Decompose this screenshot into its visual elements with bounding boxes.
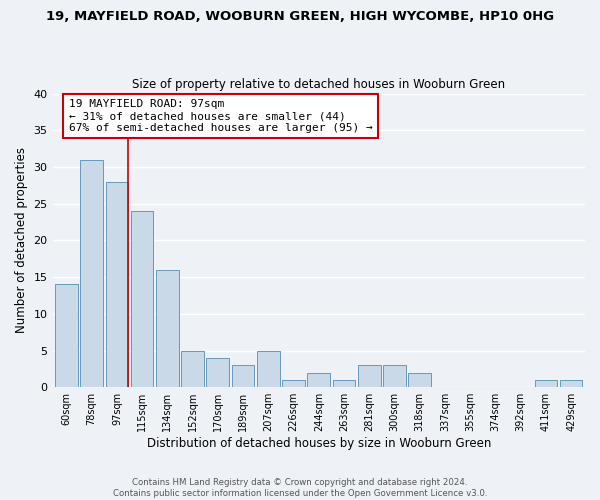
Bar: [181, 350, 204, 387]
Bar: [131, 211, 154, 387]
Bar: [80, 160, 103, 387]
Bar: [257, 350, 280, 387]
Bar: [206, 358, 229, 387]
Text: 19 MAYFIELD ROAD: 97sqm
← 31% of detached houses are smaller (44)
67% of semi-de: 19 MAYFIELD ROAD: 97sqm ← 31% of detache…: [68, 100, 372, 132]
Bar: [232, 365, 254, 387]
Bar: [332, 380, 355, 387]
Bar: [560, 380, 583, 387]
Y-axis label: Number of detached properties: Number of detached properties: [15, 148, 28, 334]
Text: 19, MAYFIELD ROAD, WOOBURN GREEN, HIGH WYCOMBE, HP10 0HG: 19, MAYFIELD ROAD, WOOBURN GREEN, HIGH W…: [46, 10, 554, 23]
Bar: [409, 372, 431, 387]
Bar: [535, 380, 557, 387]
Bar: [55, 284, 78, 387]
Text: Contains HM Land Registry data © Crown copyright and database right 2024.
Contai: Contains HM Land Registry data © Crown c…: [113, 478, 487, 498]
Bar: [156, 270, 179, 387]
Bar: [282, 380, 305, 387]
X-axis label: Distribution of detached houses by size in Wooburn Green: Distribution of detached houses by size …: [146, 437, 491, 450]
Bar: [358, 365, 380, 387]
Bar: [106, 182, 128, 387]
Title: Size of property relative to detached houses in Wooburn Green: Size of property relative to detached ho…: [132, 78, 505, 91]
Bar: [383, 365, 406, 387]
Bar: [307, 372, 330, 387]
